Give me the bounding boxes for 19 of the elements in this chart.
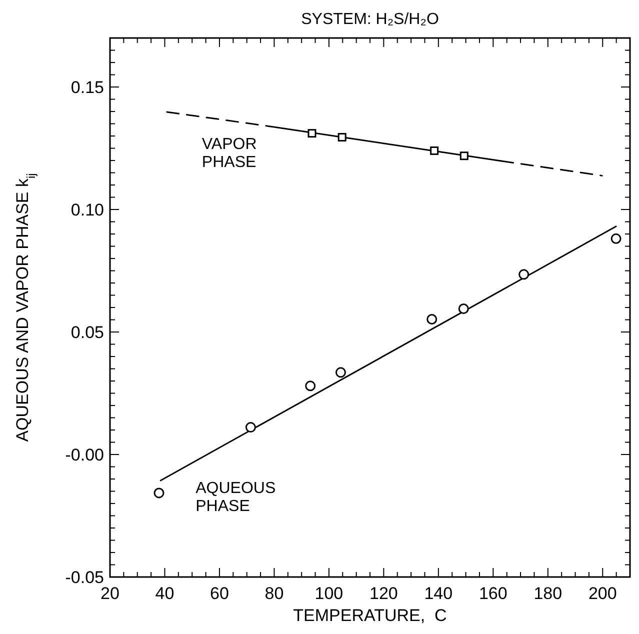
y-tick-label: 0.05 [70, 323, 104, 342]
series-label: AQUEOUS PHASE [196, 480, 276, 515]
series-label: VAPOR PHASE [202, 136, 257, 171]
x-tick-label: 40 [155, 584, 174, 603]
x-tick-label: 160 [478, 584, 508, 603]
x-tick-label: 200 [588, 584, 617, 603]
y-tick-label: -0.05 [65, 568, 104, 587]
x-tick-label: 120 [369, 584, 398, 603]
x-tick-label: 80 [264, 584, 284, 603]
y-tick-label: -0.00 [65, 446, 104, 464]
x-tick-label: 20 [100, 584, 120, 603]
x-tick-label: 60 [210, 584, 229, 603]
x-axis-title: TEMPERATURE, C [293, 606, 447, 625]
x-tick-label: 140 [424, 584, 453, 603]
x-tick-label: 100 [314, 584, 344, 603]
y-tick-label: 0.15 [70, 78, 104, 97]
y-tick-label: 0.10 [70, 200, 104, 220]
chart-title: SYSTEM: H₂S/H₂O [301, 11, 439, 28]
x-tick-label: 180 [534, 584, 562, 603]
